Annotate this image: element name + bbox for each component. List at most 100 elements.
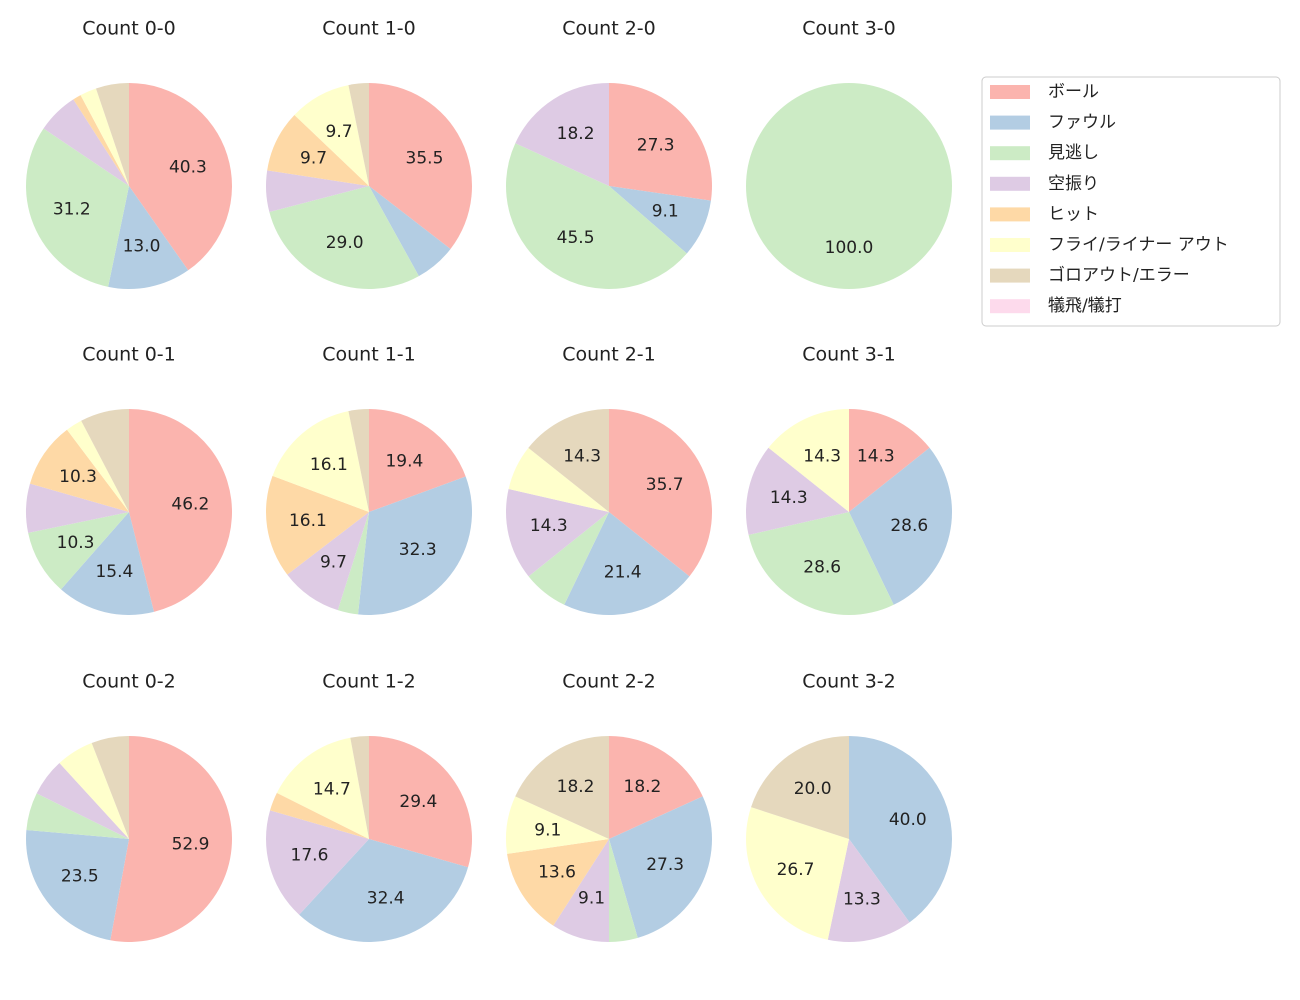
legend-label: 犠飛/犠打 [1048,296,1122,316]
legend-label: ボール [1048,82,1099,102]
chart-title: Count 1-1 [322,344,416,366]
value-label: 52.9 [172,835,210,855]
chart-title: Count 0-1 [82,344,176,366]
pie-slice [350,736,369,839]
pie-slice [528,512,609,605]
pie-slice [369,736,473,868]
pie-slice [91,736,129,839]
legend-swatch [990,146,1030,161]
pie-slice [748,512,894,616]
chart-title: Count 2-0 [562,18,656,40]
pie-slice [746,83,952,289]
legend-swatch [990,207,1030,222]
legend-swatch [990,85,1030,99]
legend-swatch [990,238,1030,252]
pie-slice [36,763,129,839]
pie-slice [849,409,930,512]
value-label: 32.3 [399,540,437,560]
pie-slice [129,83,233,271]
pie-slice [110,735,233,943]
pie-slice [609,186,711,254]
legend-label: ヒット [1048,204,1099,224]
pie-slice [751,736,849,839]
value-label: 14.7 [313,780,351,800]
value-label: 18.2 [624,777,662,797]
value-label: 9.1 [578,888,605,908]
pie-slice [564,512,690,615]
value-label: 14.3 [530,516,568,536]
pie-slice [26,793,129,839]
pie-slice [81,409,129,512]
pie-slice [609,83,712,201]
value-label: 26.7 [777,860,815,880]
chart-title: Count 2-1 [562,344,656,366]
value-label: 29.4 [399,792,437,812]
pie-slice [849,447,953,605]
value-label: 27.3 [637,136,675,156]
value-label: 45.5 [557,228,595,248]
pie-slice [348,409,369,512]
pie-slice [348,83,369,186]
value-label: 28.6 [890,516,928,536]
value-label: 14.3 [803,446,841,466]
pie-slice [508,447,609,512]
pie-slice [265,170,369,213]
value-label: 18.2 [557,124,595,144]
pie-slice [337,512,369,615]
pie-slice [80,88,129,186]
pie-slice [266,810,369,915]
chart-title: Count 1-0 [322,18,416,40]
pie-slice [506,143,687,289]
chart-title: Count 0-2 [82,671,176,693]
pie-slice [29,429,129,512]
value-label: 9.1 [534,820,561,840]
value-label: 9.7 [320,553,347,573]
pie-slice [25,483,129,533]
value-label: 19.4 [385,451,423,471]
pie-slice [746,447,849,535]
value-label: 10.3 [59,467,97,487]
value-label: 27.3 [646,855,684,875]
value-label: 13.6 [538,862,576,882]
chart-title: Count 2-2 [562,671,656,693]
pie-slice [266,475,369,575]
chart-title: Count 0-0 [82,18,176,40]
value-label: 28.6 [803,558,841,578]
pie-slice [827,839,910,942]
value-label: 17.6 [291,846,329,866]
value-label: 9.1 [652,202,679,222]
pie-slice [73,95,129,186]
pie-slice [528,409,609,512]
value-label: 31.2 [53,199,91,219]
pie-slice [369,409,466,512]
pie-slice [270,792,369,839]
pie-slice [59,742,129,839]
pie-slice [609,736,703,839]
pie-slice [26,829,129,941]
pie-slice [507,839,609,926]
value-label: 21.4 [604,562,642,582]
legend-label: ゴロアウト/エラー [1048,265,1190,286]
pie-slice [369,186,451,277]
pie-slice [287,512,369,611]
pie-slice [609,796,713,938]
legend-label: 見逃し [1048,143,1099,163]
value-label: 40.3 [169,157,207,177]
chart-title: Count 3-0 [802,18,896,40]
pie-slice [768,409,849,512]
chart-title: Count 1-2 [322,671,416,693]
pie-slice [28,512,129,590]
pie-slice [60,512,154,615]
pie-slice [506,796,609,854]
value-label: 35.5 [406,149,444,169]
pie-slice [849,736,953,923]
chart-title: Count 3-1 [802,344,896,366]
value-label: 13.0 [123,237,161,257]
value-label: 40.0 [889,810,927,830]
pie-slice [299,839,469,942]
value-label: 14.3 [770,488,808,508]
pie-slice [95,83,129,186]
pie-slice [746,807,849,940]
value-label: 35.7 [646,475,684,495]
pie-slice [108,186,189,289]
